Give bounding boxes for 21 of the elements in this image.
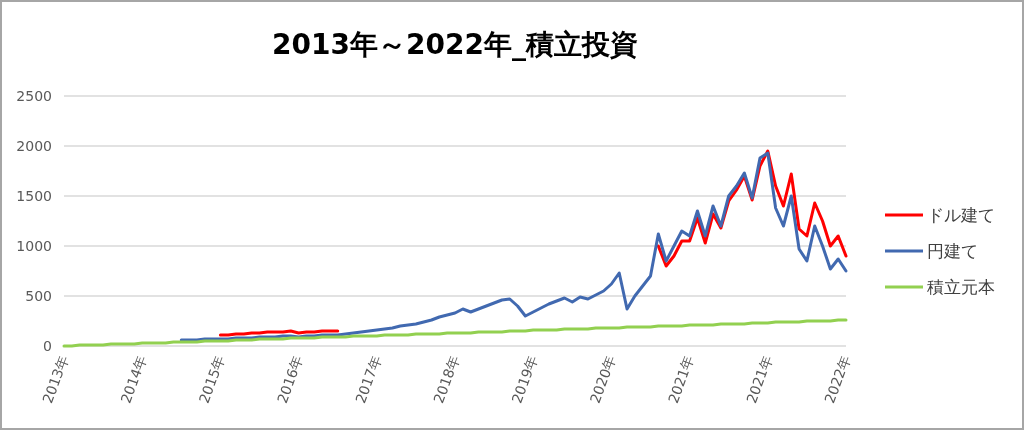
x-tick-label: 2020年 [586,353,619,406]
y-tick-label: 2500 [16,88,52,104]
y-tick-label: 1000 [16,238,52,254]
legend-label: 積立元本 [927,277,995,297]
legend-label: ドル建て [927,205,995,225]
x-tick-label: 2015年 [195,353,228,406]
x-tick-label: 2021年 [665,353,698,406]
x-tick-label: 2019年 [508,353,541,406]
x-tick-label: 2016年 [274,353,307,406]
legend-label: 円建て [927,241,978,261]
x-tick-label: 2013年 [39,353,72,406]
x-tick-label: 2018年 [430,353,463,406]
y-tick-label: 2000 [16,138,52,154]
x-tick-label: 2017年 [352,353,385,406]
y-tick-label: 0 [43,338,52,354]
chart-title: 2013年～2022年_積立投資 [272,28,638,61]
x-tick-label: 2014年 [117,353,150,406]
y-tick-label: 500 [25,288,52,304]
x-tick-label: 2022年 [821,353,854,406]
y-tick-label: 1500 [16,188,52,204]
x-tick-label: 2021年 [743,353,776,406]
